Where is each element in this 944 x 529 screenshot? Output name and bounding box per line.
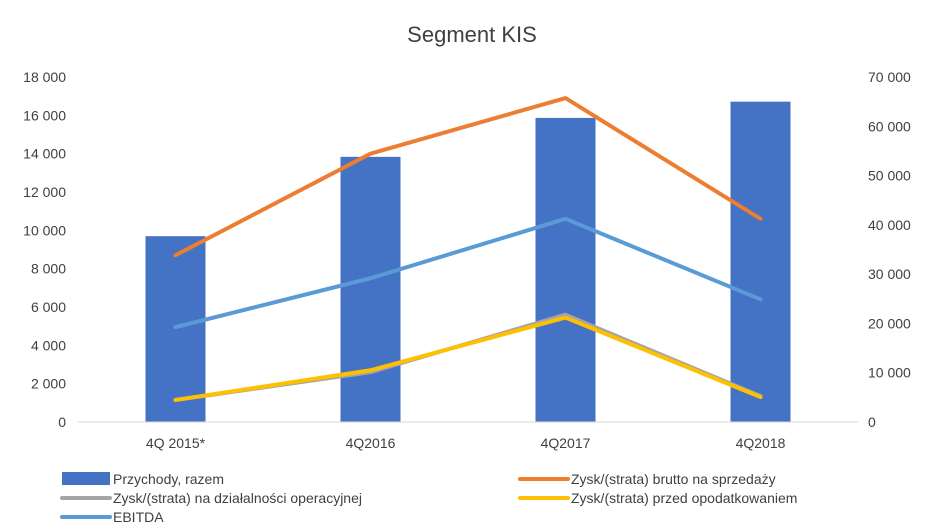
legend-label: Zysk/(strata) na działalności operacyjne… (113, 490, 362, 506)
left-tick-label: 2 000 (31, 376, 66, 392)
category-label: 4Q2017 (541, 435, 591, 451)
legend-swatch (62, 472, 110, 485)
category-label: 4Q2018 (736, 435, 786, 451)
bar (730, 101, 791, 423)
right-tick-label: 70 000 (868, 69, 911, 85)
right-tick-label: 60 000 (868, 118, 911, 134)
left-tick-label: 8 000 (31, 261, 66, 277)
right-tick-label: 50 000 (868, 168, 911, 184)
category-label: 4Q 2015* (146, 435, 206, 451)
legend: Przychody, razem Zysk/(strata) brutto na … (60, 471, 797, 525)
series-line (173, 96, 763, 258)
left-tick-label: 16 000 (23, 107, 66, 123)
left-axis: 0 2 000 4 000 6 000 8 000 10 000 12 000 14 000 1… (23, 69, 66, 430)
bar (535, 117, 596, 423)
left-tick-label: 10 000 (23, 222, 66, 238)
right-tick-label: 0 (868, 414, 876, 430)
left-tick-label: 12 000 (23, 184, 66, 200)
legend-label: EBITDA (113, 509, 164, 525)
category-labels: 4Q 2015* 4Q2016 4Q2017 4Q2018 (146, 435, 786, 451)
category-label: 4Q2016 (346, 435, 396, 451)
left-tick-label: 0 (58, 414, 66, 430)
left-tick-label: 6 000 (31, 299, 66, 315)
legend-label: Zysk/(strata) przed opodatkowaniem (571, 490, 797, 506)
legend-label: Przychody, razem (113, 471, 224, 487)
right-tick-label: 10 000 (868, 365, 911, 381)
left-tick-label: 4 000 (31, 337, 66, 353)
left-tick-label: 18 000 (23, 69, 66, 85)
bar-series (145, 101, 791, 423)
left-tick-label: 14 000 (23, 146, 66, 162)
bar (340, 156, 401, 423)
series-line (173, 216, 763, 330)
right-tick-label: 30 000 (868, 266, 911, 282)
line-series (173, 96, 763, 402)
series-line (173, 315, 763, 402)
right-tick-label: 20 000 (868, 315, 911, 331)
right-tick-label: 40 000 (868, 217, 911, 233)
legend-label: Zysk/(strata) brutto na sprzedaży (571, 471, 776, 487)
right-axis: 0 10 000 20 000 30 000 40 000 50 000 60 000 70 … (868, 69, 911, 430)
chart-title: Segment KIS (407, 22, 537, 47)
